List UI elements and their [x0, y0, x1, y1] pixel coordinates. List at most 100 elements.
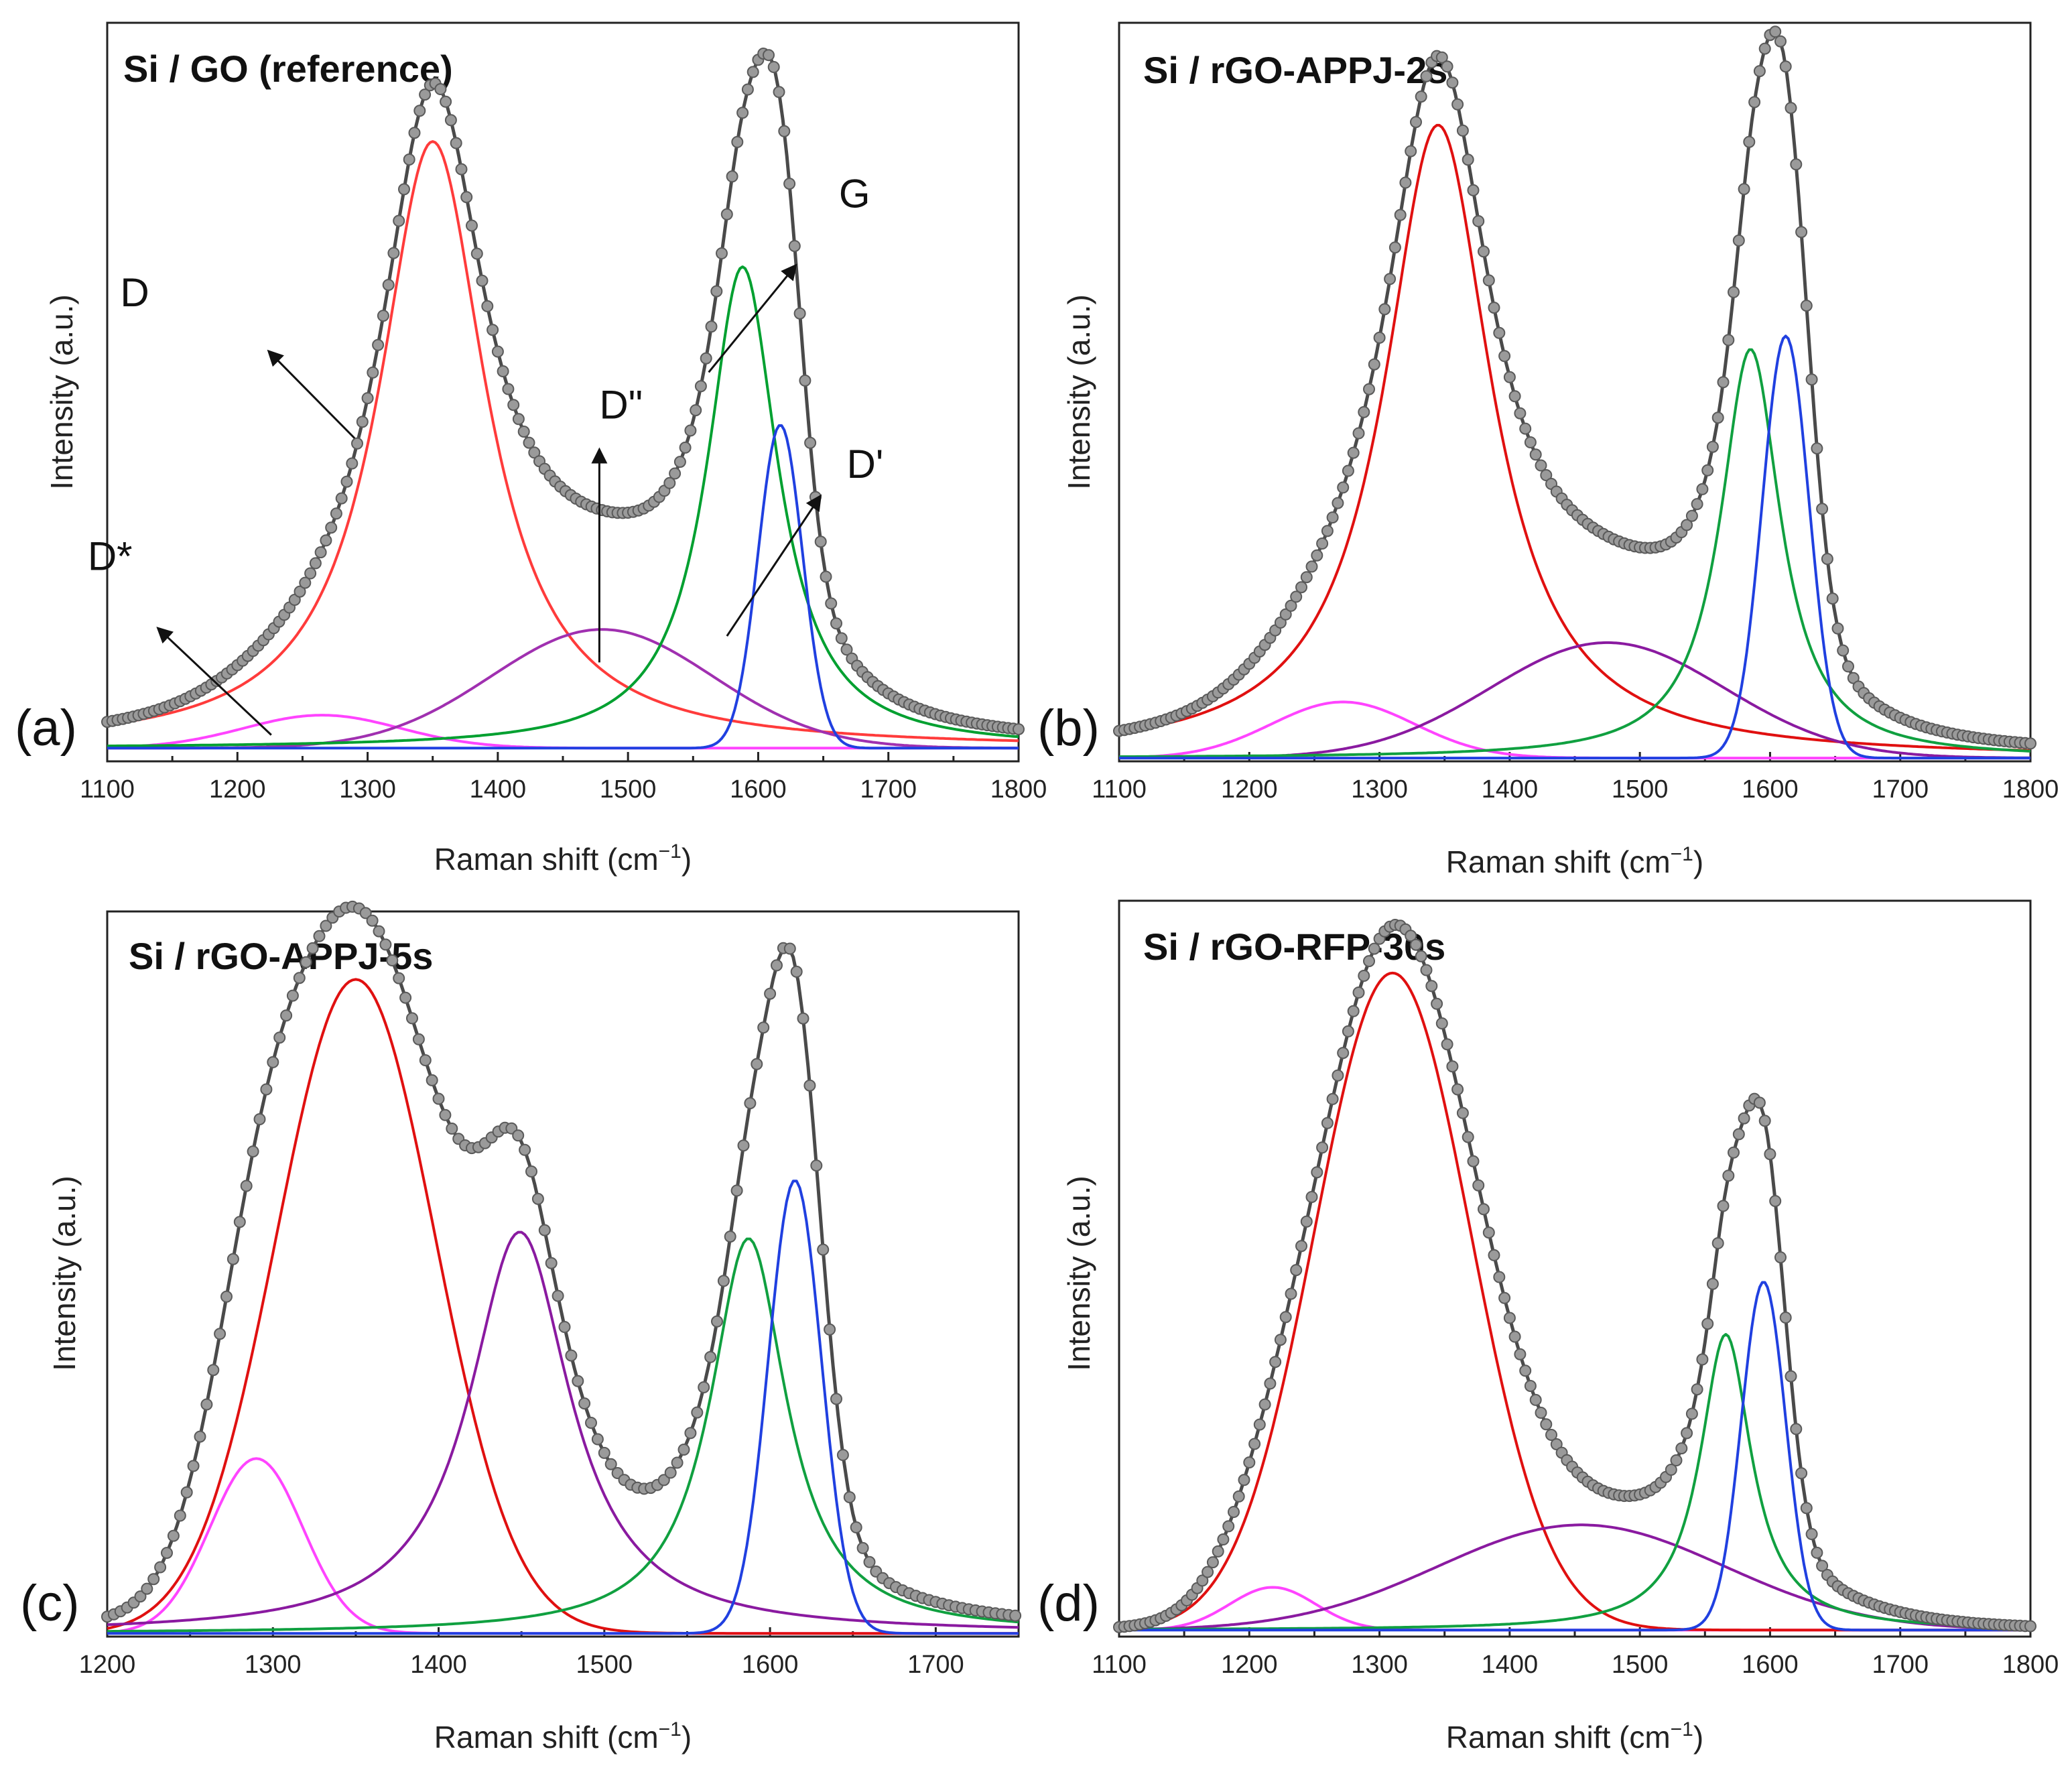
panel-d-xtick-label-1300: 1300	[1351, 1651, 1408, 1679]
panel-d-xtick-label-1400: 1400	[1482, 1651, 1539, 1679]
panel-c-xlabel-sup: −1	[659, 1718, 682, 1740]
panel-a-data-point	[523, 436, 535, 449]
panel-d-data-point	[1274, 1334, 1287, 1346]
panel-b-data-point	[1717, 376, 1730, 389]
panel-a-data-point	[528, 446, 541, 459]
panel-b-cumulative-fit	[1118, 29, 2030, 745]
panel-a-data-point	[517, 426, 530, 438]
panel-c-xlabel-tail: )	[682, 1720, 692, 1755]
panel-a-data-point	[669, 467, 682, 480]
panel-a-data-point	[673, 456, 686, 468]
panel-b-data-point	[1352, 427, 1365, 440]
panel-b-data-point	[1842, 660, 1854, 673]
panel-a-data-point	[835, 632, 848, 645]
panel-c-data-point	[313, 930, 326, 942]
panel-b-xtick-label-1500: 1500	[1612, 775, 1669, 804]
panel-c-data-point	[803, 1079, 816, 1092]
panel-d-data-point	[1785, 1370, 1797, 1383]
panel-a-data-point	[716, 247, 728, 259]
panel-c-data-point	[724, 1230, 736, 1243]
panel-a-data-point	[413, 105, 426, 117]
panel-c-data-point	[657, 1474, 670, 1486]
panel-b-data-point	[1508, 390, 1521, 403]
panel-d-data-point	[1478, 1203, 1490, 1216]
panel-b-data-point	[1384, 273, 1397, 286]
panel-b-xtick-label-1800: 1800	[2002, 775, 2059, 804]
panel-d-data-point	[1342, 1025, 1354, 1037]
panel-d-data-point	[1790, 1423, 1803, 1436]
panel-b-data-point	[1441, 60, 1453, 73]
panel-a-data-point	[440, 95, 452, 108]
panel-c-data-point	[757, 1021, 770, 1034]
panel-d-data-point	[1405, 930, 1417, 942]
panel-c-data-point	[161, 1547, 173, 1560]
panel-d-data-point	[1425, 980, 1438, 993]
panel-c-data-point	[240, 1180, 253, 1192]
panel-d-data-point	[1753, 1096, 1766, 1109]
panel-c-data-point	[1009, 1609, 1022, 1622]
panel-b-data-point	[1691, 498, 1703, 511]
panel-c-component-d-prime	[107, 1180, 1019, 1635]
panel-a-data-point	[741, 83, 754, 96]
panel-d-data-point	[1410, 938, 1422, 951]
panel-c-data-point	[419, 1054, 432, 1066]
panel-a-data-point	[793, 307, 806, 320]
panel-a-data-point	[804, 436, 817, 449]
panel-b-xlabel-tail: )	[1693, 844, 1703, 879]
panel-d-data-point	[1722, 1169, 1735, 1182]
panel-c-data-point	[664, 1466, 677, 1479]
panel-d: Si / rGO-RFP-30s (d) Intensity (a.u.) Ra…	[1037, 899, 2059, 1755]
panel-b-component-g	[1118, 348, 2031, 759]
panel-d-xtick-label-1100: 1100	[1092, 1651, 1147, 1679]
panel-b-data-point	[1758, 42, 1771, 55]
panel-d-data-point	[1706, 1277, 1719, 1290]
panel-a-data-point	[502, 383, 515, 395]
panel-d-data-point	[1228, 1506, 1240, 1518]
panel-d-ylabel: Intensity (a.u.)	[1061, 1176, 1096, 1371]
panel-b-data-point	[1728, 286, 1740, 298]
panel-c-data-point	[273, 1031, 286, 1044]
panel-a-data-point	[767, 61, 780, 73]
panel-a-label-d-star: D*	[88, 534, 133, 579]
panel-d-data-point	[1717, 1200, 1730, 1212]
panel-a-data-point	[351, 437, 363, 450]
panel-b-data-point	[1394, 208, 1407, 221]
panel-d-component-d-prime	[1119, 1281, 2030, 1632]
panel-d-data-point	[1206, 1556, 1219, 1569]
panel-c-data-point	[393, 972, 405, 985]
panel-c-xtick-label-1300: 1300	[245, 1651, 302, 1679]
panel-a-data-point	[684, 424, 697, 437]
panel-c-data-point	[545, 1257, 558, 1269]
panel-c-data-point	[558, 1321, 571, 1333]
panel-c-data-point	[810, 1159, 823, 1172]
panel-c-component-d	[107, 978, 1019, 1635]
panel-c-data-point	[207, 1364, 220, 1377]
panel-a-data-point	[460, 191, 473, 204]
panel-d-data-point	[1498, 1291, 1511, 1304]
panel-c-xtick-label-1200: 1200	[79, 1651, 136, 1679]
panel-a-label-d-double-prime: D"	[599, 382, 643, 427]
panel-c-data-point	[591, 1433, 604, 1446]
panel-b-data-point	[1342, 464, 1354, 477]
panel-d-data-point	[1508, 1330, 1521, 1343]
panel-a-data-point	[299, 576, 312, 589]
panel-c-plot-frame	[106, 910, 1020, 1638]
panel-a-data-point	[705, 320, 718, 333]
panel-c-data-point	[677, 1444, 690, 1456]
panel-c-data-point	[426, 1074, 438, 1086]
panel-b-data-point	[1285, 599, 1297, 612]
panel-d-data-point	[1535, 1407, 1547, 1419]
panel-b-xlabel-sup: −1	[1671, 843, 1693, 865]
panel-b-data-point	[1399, 176, 1412, 189]
panel-a-data-point	[809, 491, 822, 503]
panel-b-title: Si / rGO-APPJ-2s	[1143, 49, 1447, 91]
panel-a-label-d: D	[120, 270, 149, 315]
panel-d-data-point	[1420, 964, 1433, 976]
panel-b-data-point	[1685, 509, 1698, 522]
panel-d-data-point	[1738, 1112, 1750, 1125]
panel-a-data-point	[444, 114, 457, 127]
panel-b-data-point	[1435, 51, 1448, 64]
panel-d-data-point	[1758, 1115, 1771, 1127]
panel-b-data-point	[1722, 334, 1735, 346]
panel-d-data-point	[1435, 1017, 1448, 1029]
